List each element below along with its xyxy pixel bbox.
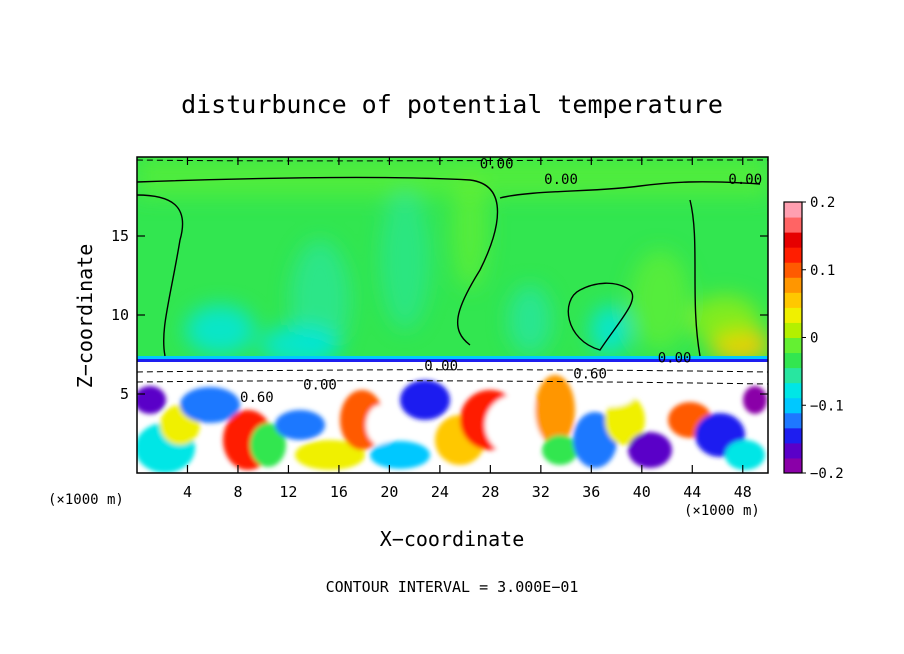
x-tick-label: 44: [683, 483, 701, 501]
x-tick-label: 4: [183, 483, 192, 501]
colorbar-swatch: [784, 382, 802, 399]
contour-labels: 0.00 0.00 0.00 0.00 0.00 0.60 0.00 0.60: [240, 156, 762, 406]
x-tick-label: 40: [633, 483, 651, 501]
colorbar-swatch: [784, 247, 802, 263]
y-tick-label: 15: [111, 227, 129, 245]
x-axis: 4 8 12 16 20 24 28 32 36 40 44 48: [183, 157, 752, 501]
colorbar-swatch: [784, 277, 802, 293]
x-tick-label: 12: [279, 483, 297, 501]
colorbar: 0.2 0.1 0 −0.1 −0.2: [783, 195, 844, 482]
y-tick-label: 5: [120, 385, 129, 403]
contour-label: 0.00: [544, 172, 578, 188]
colorbar-swatch: [784, 307, 802, 323]
x-axis-label: X−coordinate: [380, 527, 525, 551]
contour-interval-note: CONTOUR INTERVAL = 3.000E−01: [326, 578, 579, 596]
contour-label: 0.00: [728, 172, 762, 188]
colorbar-swatch: [784, 427, 802, 444]
colorbar-tick-label: 0: [810, 331, 818, 347]
y-tick-label: 10: [111, 306, 129, 324]
x-tick-label: 20: [380, 483, 398, 501]
colorbar-swatch: [784, 322, 802, 338]
colorbar-swatch: [784, 442, 802, 459]
colorbar-swatch: [784, 352, 802, 369]
x-tick-label: 48: [734, 483, 752, 501]
heatmap-field: [137, 157, 768, 473]
x-tick-label: 36: [582, 483, 600, 501]
contour-label: 0.60: [573, 366, 607, 382]
colorbar-swatch: [784, 337, 802, 354]
x-tick-label: 16: [330, 483, 348, 501]
x-tick-label: 32: [532, 483, 550, 501]
x-tick-label: 28: [481, 483, 499, 501]
x-unit-left: (×1000 m): [48, 492, 124, 508]
y-axis-label: Z−coordinate: [73, 244, 97, 389]
colorbar-swatch: [784, 412, 802, 429]
colorbar-swatch: [784, 217, 802, 233]
colorbar-swatch: [784, 232, 802, 248]
colorbar-swatch: [784, 397, 802, 414]
chart-title: disturbunce of potential temperature: [181, 90, 723, 119]
contour-label: 0.00: [658, 351, 692, 367]
colorbar-swatch: [784, 202, 802, 218]
colorbar-swatch: [784, 292, 802, 308]
x-tick-label: 8: [233, 483, 242, 501]
x-unit-right: (×1000 m): [684, 503, 760, 519]
contour-label: 0.00: [480, 156, 514, 172]
x-tick-label: 24: [431, 483, 449, 501]
colorbar-tick-label: 0.1: [810, 263, 835, 279]
colorbar-swatch: [784, 457, 802, 474]
contour-label: 0.00: [424, 359, 458, 375]
colorbar-tick-label: −0.2: [810, 466, 844, 482]
y-axis: 5 10 15: [111, 227, 768, 403]
colorbar-swatch: [784, 367, 802, 384]
colorbar-swatch: [784, 262, 802, 278]
contour-label: 0.00: [303, 378, 337, 394]
colorbar-tick-label: −0.1: [810, 398, 844, 414]
contour-label: 0.60: [240, 390, 274, 406]
colorbar-tick-label: 0.2: [810, 195, 835, 211]
